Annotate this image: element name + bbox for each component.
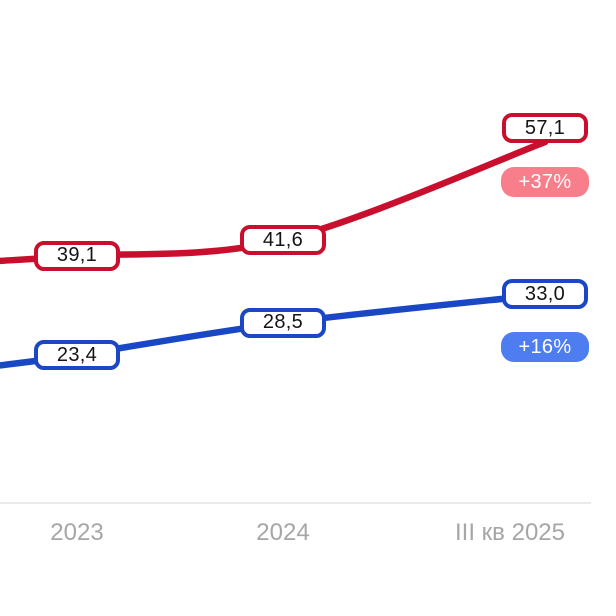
data-label-value: 23,4 [56, 343, 98, 366]
data-label-box-blue-2025: 33,0 [502, 279, 588, 310]
x-axis-label-2024: 2024 [256, 519, 310, 546]
data-label-box-blue-2023: 23,4 [34, 340, 120, 371]
data-label-value: 57,1 [524, 116, 566, 139]
data-label-value: 41,6 [262, 228, 304, 251]
data-label-box-red-2023: 39,1 [34, 240, 120, 271]
data-label-box-blue-2024: 28,5 [240, 307, 326, 338]
x-axis-label-2023: 2023 [50, 519, 104, 546]
growth-badge-red: +37% [501, 167, 589, 197]
data-label-value: 33,0 [524, 282, 566, 305]
data-label-value: 39,1 [56, 244, 98, 267]
growth-badge-blue: +16% [501, 332, 589, 362]
data-label-box-red-2024: 41,6 [240, 225, 326, 256]
data-label-box-red-2025: 57,1 [502, 113, 588, 144]
data-label-value: 28,5 [262, 311, 304, 334]
x-axis-line [0, 502, 591, 504]
x-axis-label-2025: III кв 2025 [455, 519, 565, 546]
